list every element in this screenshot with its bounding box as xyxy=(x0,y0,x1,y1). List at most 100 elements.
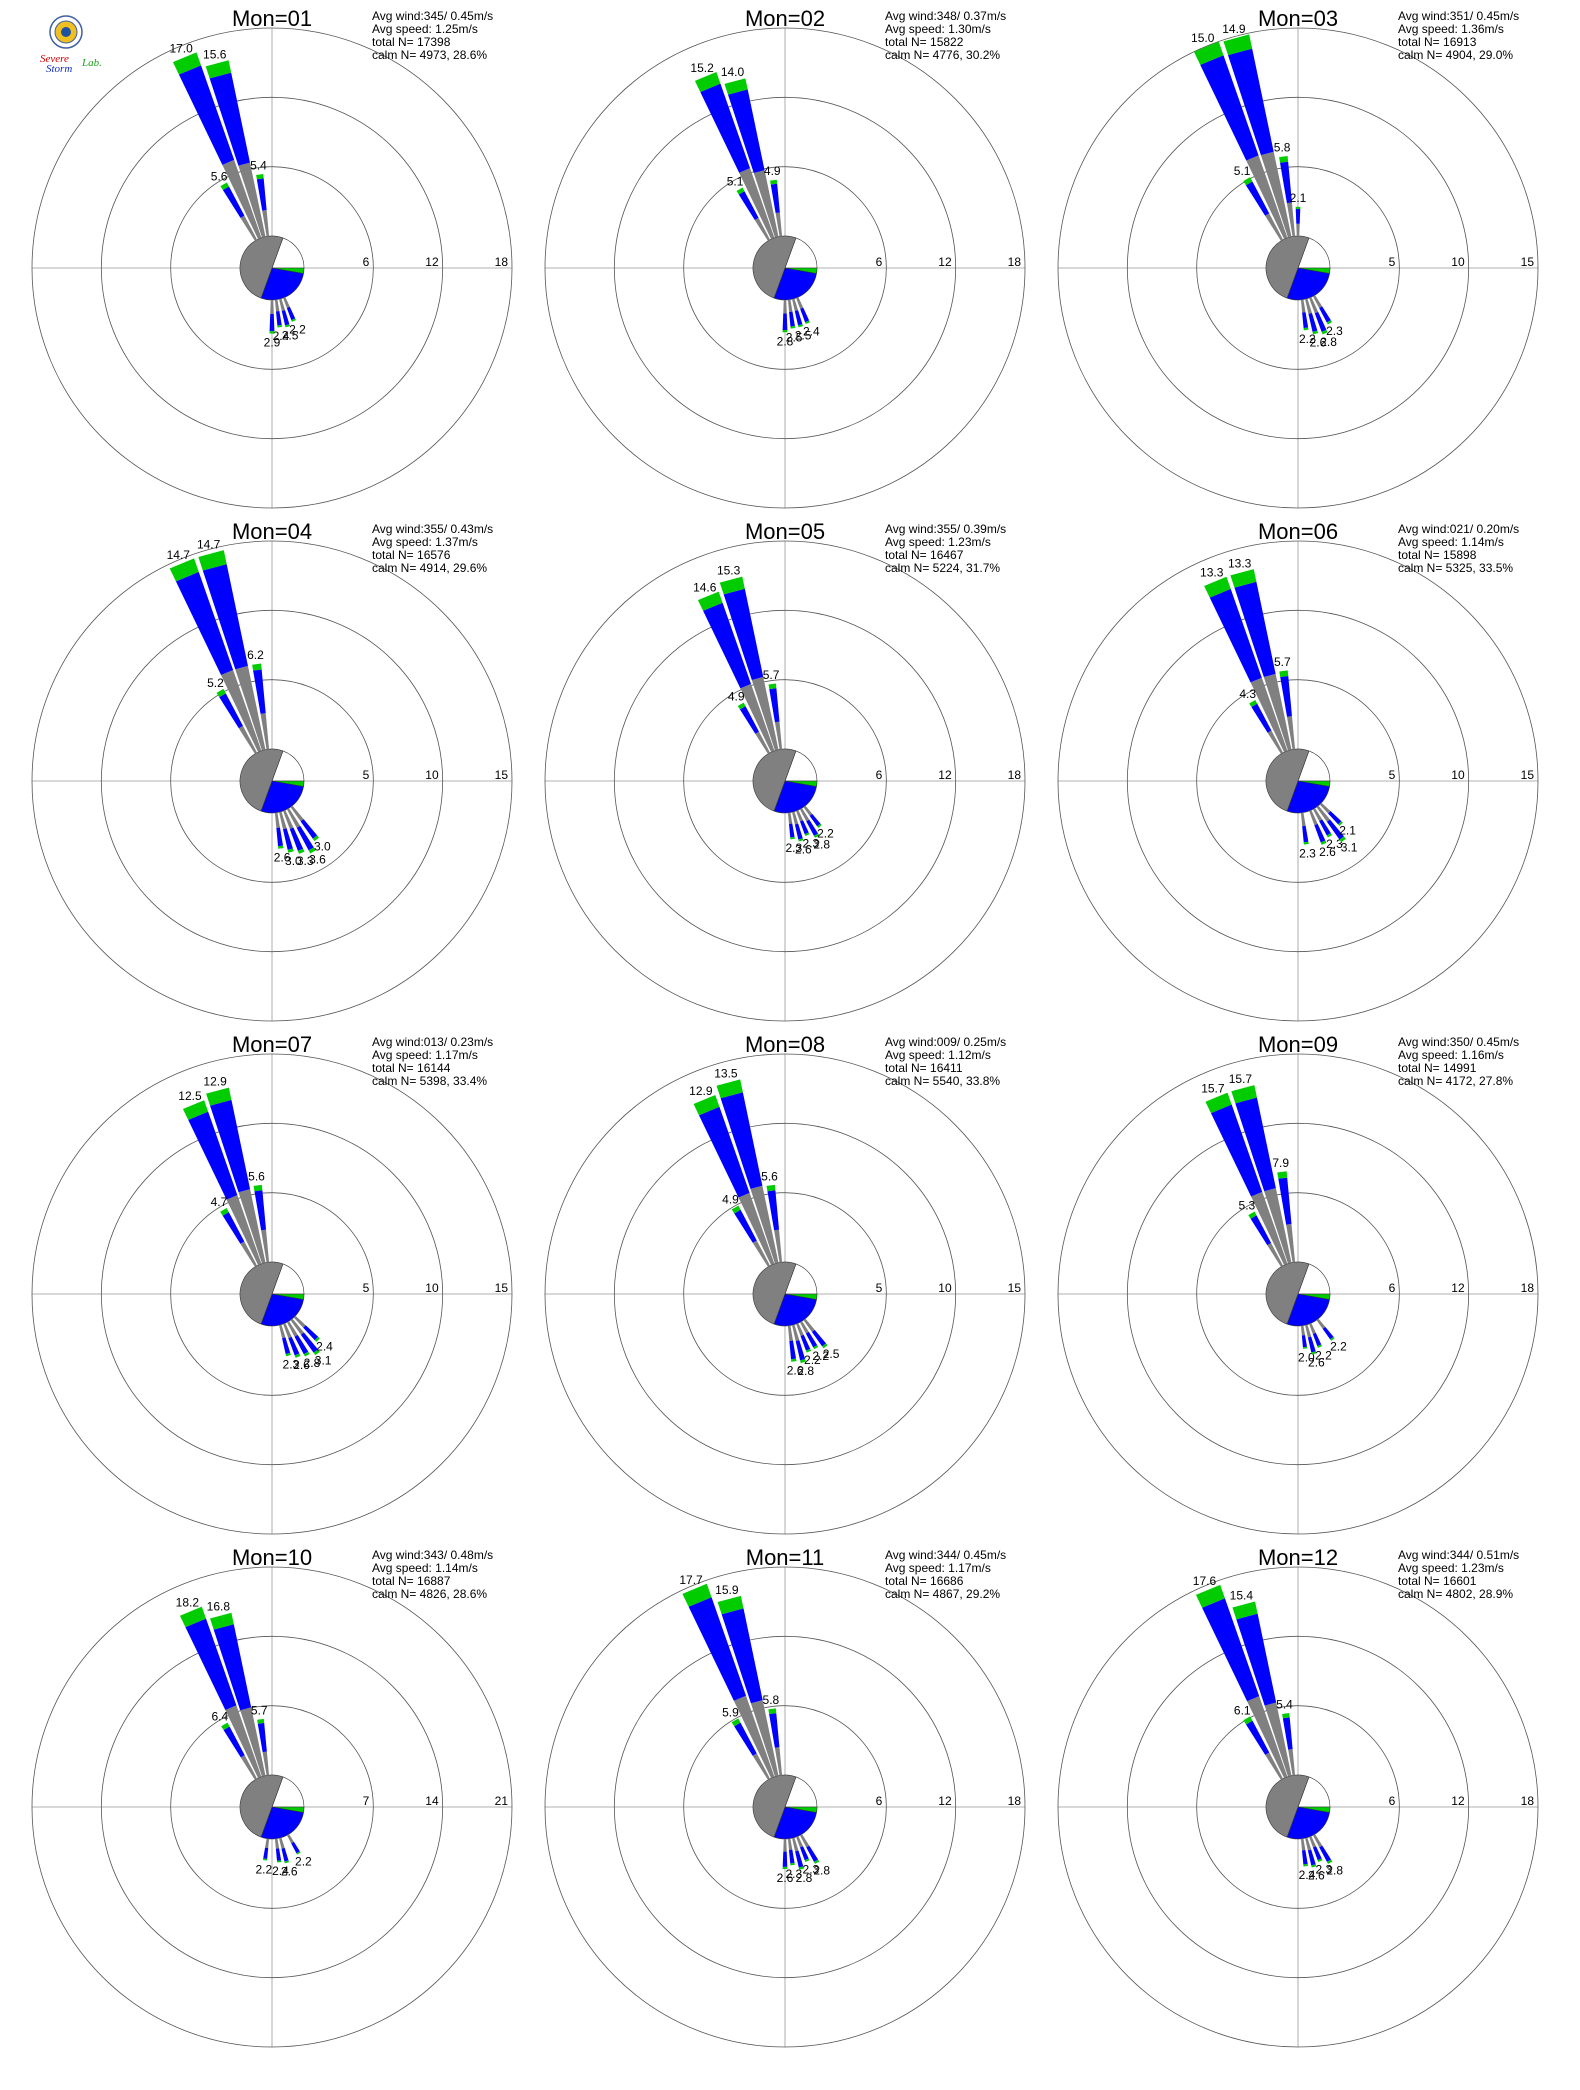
ring-label: 21 xyxy=(495,1794,509,1808)
wind-bar-green xyxy=(285,324,291,328)
wind-bar-gray xyxy=(240,215,258,241)
wind-bar-green xyxy=(1312,330,1319,335)
calm-sector xyxy=(1297,750,1331,782)
wind-bar-gray xyxy=(1286,1223,1296,1263)
range-ring xyxy=(1057,27,1539,509)
wind-bar-blue xyxy=(805,1331,818,1348)
wind-bar-green xyxy=(1320,840,1327,845)
wind-bar-gray xyxy=(1305,1837,1312,1851)
wind-bar-green xyxy=(770,179,778,185)
wind-bar-green xyxy=(294,1353,301,1358)
wind-bar-gray xyxy=(1305,298,1312,314)
bar-value-label: 2.8 xyxy=(777,334,794,348)
bar-value-label: 3.3 xyxy=(297,854,314,868)
bar-value-label: 2.4 xyxy=(803,325,820,339)
range-ring xyxy=(544,1566,1026,2048)
wind-bar-blue xyxy=(769,1713,780,1748)
wind-bar-blue xyxy=(782,1851,788,1867)
wind-bar-blue xyxy=(275,1848,282,1861)
wind-bar-blue xyxy=(1235,1097,1276,1192)
bar-value-label: 2.5 xyxy=(282,329,299,343)
wind-bar-green xyxy=(736,187,745,195)
wind-bar-green xyxy=(291,318,296,322)
wind-bar-green xyxy=(220,182,230,190)
wind-bar-blue xyxy=(1319,819,1331,836)
wind-bar-blue xyxy=(282,828,293,850)
range-ring xyxy=(613,96,957,440)
wind-bar-blue xyxy=(188,1111,238,1200)
stat-total: total N= 16601 xyxy=(1398,1574,1477,1588)
range-ring xyxy=(170,1192,374,1396)
wind-bar-gray xyxy=(1251,1191,1288,1266)
bar-value-label: 2.3 xyxy=(1326,837,1343,851)
bar-value-label: 2.3 xyxy=(1326,324,1343,338)
wind-bar-gray xyxy=(1319,802,1331,814)
calm-sector xyxy=(784,750,818,782)
ring-label: 12 xyxy=(425,255,439,269)
wind-bar-green xyxy=(277,324,283,328)
wind-bar-gray xyxy=(750,1700,779,1777)
wind-bar-gray xyxy=(783,299,787,314)
calm-sector xyxy=(773,267,817,301)
wind-bar-blue xyxy=(254,1190,267,1231)
wind-bar-blue xyxy=(806,819,819,836)
wind-bar-blue xyxy=(185,1618,237,1710)
wind-bar-gray xyxy=(286,1321,298,1337)
wind-bar-blue xyxy=(811,1329,827,1347)
wind-bar-gray xyxy=(225,1705,262,1779)
wind-bar-gray xyxy=(290,805,304,822)
calm-sector xyxy=(752,235,797,299)
range-ring xyxy=(170,166,374,370)
wind-bar-blue xyxy=(291,1841,300,1854)
bar-value-label: 2.4 xyxy=(273,329,290,343)
wind-bar-green xyxy=(312,835,320,842)
wind-bar-gray xyxy=(796,1323,804,1337)
wind-bar-green xyxy=(1243,177,1253,186)
bar-value-label: 3.1 xyxy=(1341,841,1358,855)
bar-value-label: 5.7 xyxy=(251,1703,268,1717)
wind-bar-blue xyxy=(1307,1336,1316,1353)
bar-value-label: 5.6 xyxy=(211,169,228,183)
wind-bar-gray xyxy=(283,297,290,309)
wind-bar-blue xyxy=(703,602,752,689)
wind-bar-green xyxy=(798,324,804,328)
ring-label: 15 xyxy=(495,768,509,782)
wind-bar-green xyxy=(1326,320,1333,325)
wind-bar-gray xyxy=(260,713,270,750)
bar-value-label: 5.4 xyxy=(250,158,267,172)
wind-bar-blue xyxy=(1227,48,1274,156)
stat-avg-speed: Avg speed: 1.25m/s xyxy=(372,22,478,36)
stat-avg-wind: Avg wind:355/ 0.39m/s xyxy=(885,522,1006,536)
stat-calm: calm N= 4802, 28.9% xyxy=(1398,1587,1513,1601)
wind-bar-gray xyxy=(754,217,771,241)
bar-value-label: 14.6 xyxy=(693,580,717,594)
wind-bar-gray xyxy=(226,1195,262,1266)
stat-total: total N= 16887 xyxy=(372,1574,451,1588)
bar-value-label: 4.9 xyxy=(722,1193,739,1207)
wind-bar-green xyxy=(1326,833,1333,838)
wind-bar-green xyxy=(285,1352,291,1357)
stat-calm: calm N= 5224, 31.7% xyxy=(885,561,1000,575)
wind-bar-gray xyxy=(261,1229,270,1263)
wind-bar-gray xyxy=(1312,295,1323,309)
wind-bar-blue xyxy=(276,311,282,326)
bar-value-label: 4.7 xyxy=(211,1195,228,1209)
bar-value-label: 15.0 xyxy=(1191,31,1215,45)
wind-bar-green xyxy=(716,1079,743,1099)
bar-value-label: 3.0 xyxy=(285,854,302,868)
range-ring xyxy=(1196,166,1400,370)
wind-bar-blue xyxy=(734,1209,757,1243)
bar-value-label: 2.1 xyxy=(1290,191,1307,205)
bar-value-label: 2.3 xyxy=(803,836,820,850)
calm-sector xyxy=(271,1776,305,1808)
wind-bar-green xyxy=(719,576,745,595)
calm-sector xyxy=(239,1774,284,1838)
wind-bar-gray xyxy=(796,297,804,309)
bar-value-label: 13.5 xyxy=(714,1067,738,1081)
stat-avg-speed: Avg speed: 1.16m/s xyxy=(1398,1048,1504,1062)
wind-bar-green xyxy=(262,1858,268,1861)
wind-bar-blue xyxy=(789,311,795,327)
wind-bar-blue xyxy=(1234,581,1276,678)
wind-bar-green xyxy=(269,331,275,334)
